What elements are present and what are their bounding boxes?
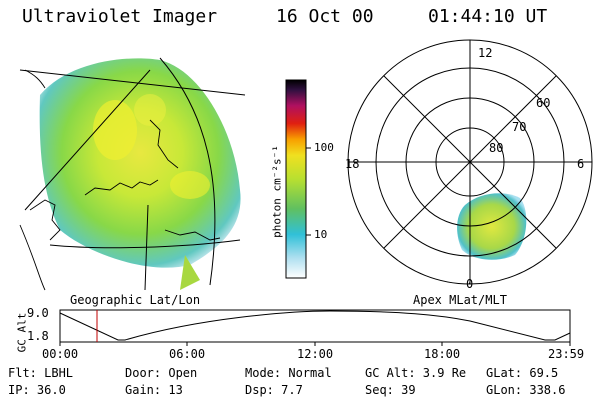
- timeline-ytick-9: 9.0: [27, 306, 49, 320]
- door-value: Door: Open: [125, 366, 198, 380]
- altitude-curve: [59, 310, 571, 341]
- glat-value: GLat: 69.5: [486, 366, 559, 380]
- caption-geographic: Geographic Lat/Lon: [70, 293, 201, 307]
- mlt-label-6: 6: [577, 157, 585, 171]
- date-label: 16 Oct 00: [276, 6, 374, 27]
- app-title: Ultraviolet Imager: [22, 6, 218, 27]
- colorbar-tick-10: 10: [314, 228, 328, 241]
- polar-diagonal-2: [383, 75, 557, 249]
- coastlines: [19, 69, 221, 291]
- colorbar-tick-100: 100: [314, 141, 334, 154]
- filter-value: Flt: LBHL: [8, 366, 74, 380]
- lat-label-60: 60: [536, 96, 551, 110]
- mode-value: Mode: Normal: [245, 366, 332, 380]
- timeline-xtick-2359: 23:59: [548, 347, 585, 361]
- mlt-label-18: 18: [345, 157, 360, 171]
- gain-value: Gain: 13: [125, 383, 183, 397]
- aurora-blob: [39, 58, 241, 290]
- timeline-ytick-1-8: 1.8: [27, 329, 49, 343]
- timeline-xtick-1800: 18:00: [424, 347, 461, 361]
- gc-alt-value: GC Alt: 3.9 Re: [365, 366, 467, 380]
- caption-apex: Apex MLat/MLT: [413, 293, 507, 307]
- timeline-xtick-0600: 06:00: [169, 347, 206, 361]
- dsp-value: Dsp: 7.7: [245, 383, 303, 397]
- glon-value: GLon: 338.6: [486, 383, 566, 397]
- lat-label-70: 70: [512, 120, 527, 134]
- timeline-xtick-0000: 00:00: [42, 347, 79, 361]
- ip-value: IP: 36.0: [8, 383, 66, 397]
- seq-value: Seq: 39: [365, 383, 416, 397]
- lat-label-80: 80: [489, 141, 504, 155]
- lat-lon-grid: [19, 57, 246, 291]
- colorbar: [285, 79, 311, 279]
- mlt-label-0: 0: [466, 277, 474, 291]
- polar-aurora: [457, 193, 527, 260]
- timeline-xtick-1200: 12:00: [297, 347, 334, 361]
- time-label: 01:44:10 UT: [428, 6, 548, 27]
- mlt-label-12: 12: [478, 46, 493, 60]
